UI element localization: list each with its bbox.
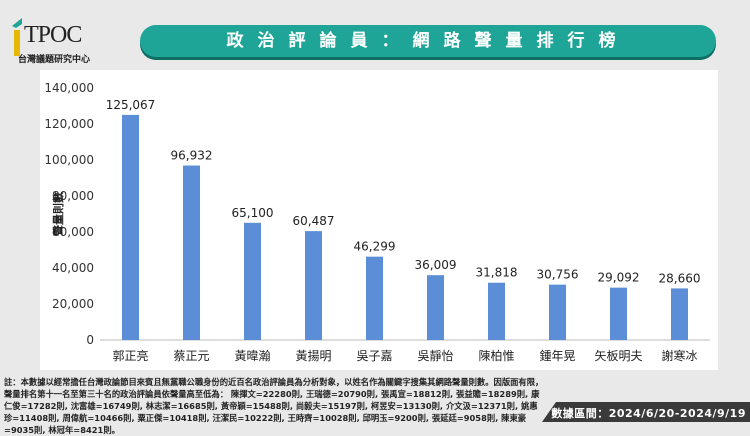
x-tick-label: 吳靜怡 bbox=[417, 349, 453, 363]
bar bbox=[366, 256, 383, 340]
data-label: 125,067 bbox=[106, 98, 156, 112]
logo-text: TPOC bbox=[24, 22, 82, 48]
data-label: 28,660 bbox=[659, 271, 701, 285]
data-label: 46,299 bbox=[354, 240, 396, 254]
logo-subtitle: 台灣議題研究中心 bbox=[18, 55, 91, 65]
x-tick-label: 蔡正元 bbox=[173, 349, 209, 363]
y-tick-label: 0 bbox=[86, 333, 94, 347]
bar bbox=[122, 114, 139, 340]
x-tick-label: 吳子嘉 bbox=[356, 349, 392, 363]
data-label: 60,487 bbox=[293, 214, 335, 228]
bar bbox=[671, 288, 688, 340]
bar bbox=[183, 165, 200, 340]
x-tick-label: 郭正亮 bbox=[112, 348, 148, 363]
y-axis-label: 聲量則數 bbox=[51, 192, 65, 236]
page-title: 政治評論員：網路聲量排行榜 bbox=[226, 31, 630, 51]
date-range-badge: 數據區間：2024/6/20-2024/9/19 bbox=[542, 402, 750, 422]
data-label: 65,100 bbox=[232, 206, 274, 220]
bar bbox=[610, 287, 627, 340]
bar bbox=[427, 275, 444, 340]
x-tick-label: 謝寒冰 bbox=[661, 348, 697, 363]
bar bbox=[549, 284, 566, 340]
y-tick-label: 120,000 bbox=[44, 117, 94, 131]
data-label: 96,932 bbox=[171, 149, 213, 163]
footnote: 註：本數據以經常擔任台灣政論節目來賓且無黨職公職身份的近百名政治評論員為分析對象… bbox=[4, 377, 544, 435]
bar-chart: 0 20,000 40,000 60,000 80,000 100,000 120,000 1… bbox=[44, 81, 710, 363]
bar bbox=[305, 231, 322, 340]
y-tick-label: 60,000 bbox=[52, 225, 94, 239]
data-label: 31,818 bbox=[476, 266, 518, 280]
data-label: 36,009 bbox=[415, 258, 457, 272]
x-tick-label: 黃揚明 bbox=[295, 349, 331, 363]
x-tick-label: 陳柏惟 bbox=[478, 348, 514, 363]
y-tick-label: 100,000 bbox=[44, 153, 94, 167]
y-tick-label: 40,000 bbox=[52, 261, 94, 275]
x-tick-label: 黃暐瀚 bbox=[234, 348, 270, 363]
data-label: 29,092 bbox=[598, 271, 640, 285]
data-label: 30,756 bbox=[537, 268, 579, 282]
logo-mark-icon bbox=[12, 18, 22, 56]
date-range: 數據區間：2024/6/20-2024/9/19 bbox=[551, 407, 746, 420]
x-tick-label: 鍾年晃 bbox=[539, 349, 575, 363]
title-banner: 政治評論員：網路聲量排行榜 bbox=[140, 25, 716, 57]
x-tick-label: 矢板明夫 bbox=[594, 349, 642, 363]
y-tick-label: 140,000 bbox=[44, 81, 94, 95]
bar bbox=[244, 222, 261, 340]
y-tick-label: 80,000 bbox=[52, 189, 94, 203]
tpoc-logo: TPOC 台灣議題研究中心 bbox=[10, 14, 130, 65]
bar bbox=[488, 282, 505, 340]
chart-panel: 0 20,000 40,000 60,000 80,000 100,000 120,000 1… bbox=[40, 70, 718, 370]
y-tick-label: 20,000 bbox=[52, 297, 94, 311]
